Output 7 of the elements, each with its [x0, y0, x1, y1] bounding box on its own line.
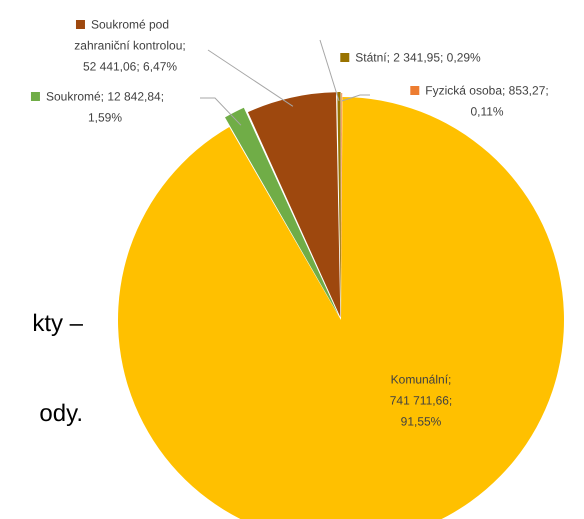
legend-label: Soukromé pod zahraniční kontrolou; 52 441,06; 6,47% [74, 17, 186, 74]
legend-label: Státní; 2 341,95; 0,29% [355, 50, 482, 64]
slice-label: Komunální; 741 711,66; 91,55% [390, 372, 452, 428]
text: ody. [38, 400, 83, 428]
legend-label: Fyzická osoba; 853,27; 0,11% [425, 83, 549, 118]
text: kty – [31, 310, 83, 338]
legend-label: Soukromé; 12 842,84; 1,59% [46, 89, 164, 124]
